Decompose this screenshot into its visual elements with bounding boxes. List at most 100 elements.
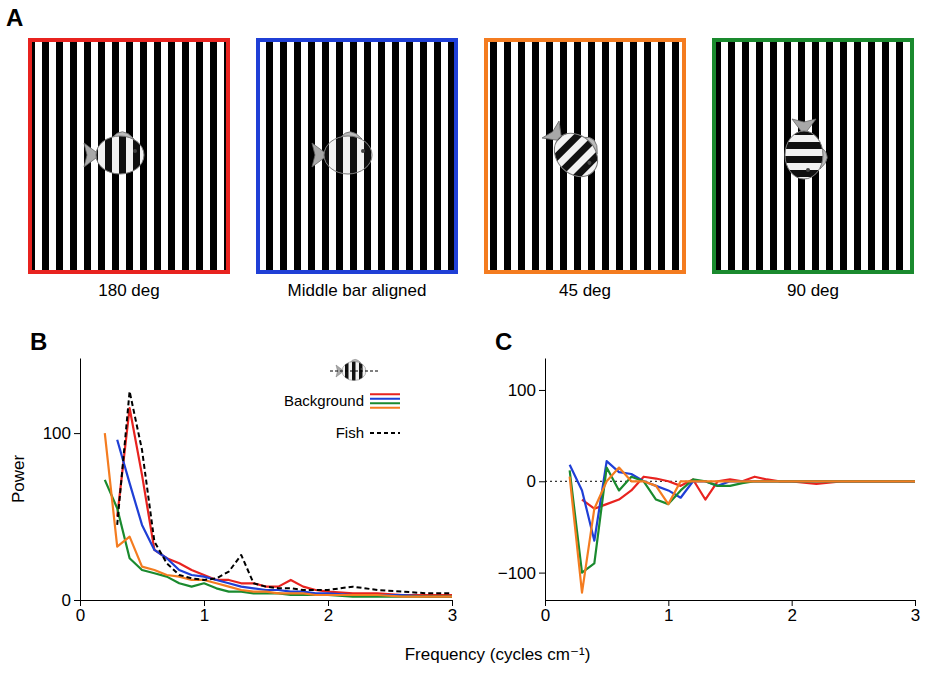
fish-outline	[546, 125, 607, 186]
x-tick: 0	[76, 600, 85, 625]
x-tick-label: 0	[76, 606, 85, 625]
y-tick: 0	[527, 472, 545, 491]
y-tick-label: 0	[527, 472, 536, 491]
plot-area	[105, 391, 452, 596]
fish-stripe	[774, 114, 834, 121]
fish-stripe	[175, 125, 182, 185]
stimulus-panel: 180 deg	[30, 40, 228, 300]
fish-stripe	[774, 156, 834, 163]
panel-border	[30, 40, 228, 272]
fish-outline	[324, 136, 372, 174]
fish-stripe	[774, 170, 834, 177]
x-axis-line	[546, 600, 916, 601]
panel-label: C	[495, 328, 512, 355]
y-tick-label: −100	[498, 564, 536, 583]
y-axis-line	[80, 359, 81, 601]
fish-stripe	[91, 125, 98, 185]
figure: A180 degMiddle bar aligned45 deg90 deg01…	[0, 0, 932, 673]
panel-caption: 45 deg	[559, 281, 611, 300]
fish-stripe	[420, 125, 427, 185]
y-tick-mark	[539, 481, 545, 482]
x-tick: 0	[541, 600, 550, 625]
fish-stripe	[394, 356, 398, 386]
fish-stripe	[63, 125, 70, 185]
fish-stripe	[189, 125, 196, 185]
series-line	[117, 440, 452, 597]
stripe-background	[30, 40, 228, 272]
fish-stripe	[308, 125, 315, 185]
panel-caption: 180 deg	[98, 281, 159, 300]
fish-stripe	[603, 182, 650, 229]
chart: 01230100BPowerBackgroundFish	[9, 328, 457, 625]
y-tick-mark	[74, 600, 80, 601]
fish-eye	[587, 160, 593, 166]
fish-stripe	[593, 172, 640, 219]
fish-outline	[96, 136, 144, 174]
legend-label: Fish	[336, 424, 364, 441]
fish-stripe	[119, 125, 126, 185]
x-tick: 1	[664, 600, 673, 625]
panel-border	[258, 40, 456, 272]
legend: BackgroundFish	[284, 356, 400, 441]
legend-swatch	[370, 393, 400, 395]
series-line	[570, 468, 915, 593]
legend-swatch	[370, 432, 400, 434]
x-axis: 0123	[541, 600, 920, 625]
chart: 0123−1000100C	[495, 328, 920, 625]
fish-stripe	[378, 125, 385, 185]
fish-stripe	[161, 125, 168, 185]
legend-icon-line	[330, 371, 380, 372]
fish-stripe	[774, 142, 834, 149]
fish-stripe	[524, 103, 571, 150]
series-line	[117, 408, 452, 595]
y-tick-mark	[74, 433, 80, 434]
legend-swatch	[370, 402, 400, 404]
y-tick: 100	[508, 381, 545, 400]
fish-icon	[514, 93, 660, 239]
fish-stripe	[133, 125, 140, 185]
y-axis: 0 100	[43, 359, 81, 610]
fish-icon	[63, 125, 210, 185]
series-line	[570, 461, 915, 540]
panel-border	[714, 40, 912, 272]
panel-caption: Middle bar aligned	[288, 281, 427, 300]
fish-stripe	[774, 184, 834, 191]
x-tick: 3	[448, 600, 457, 625]
stripe-background	[258, 40, 456, 272]
fish-outline	[785, 131, 823, 179]
fish-stripe	[573, 152, 620, 199]
fish-stripe	[364, 125, 371, 185]
series-line	[105, 480, 452, 597]
y-axis: −100 0 100	[498, 359, 546, 601]
fish-body	[546, 125, 607, 186]
y-tick-label: 100	[508, 381, 536, 400]
fish-stripe	[774, 212, 834, 219]
fish-stripe	[406, 125, 413, 185]
y-axis-line	[545, 359, 546, 601]
x-tick-label: 3	[448, 606, 457, 625]
stimulus-panel: 90 deg	[714, 40, 912, 300]
fish-stripe	[774, 100, 834, 107]
x-tick-label: 1	[200, 606, 209, 625]
panel-border	[486, 40, 684, 272]
fish-stripe	[77, 125, 84, 185]
fish-stripe	[774, 226, 834, 233]
fish-stripe	[387, 356, 391, 386]
x-axis-line	[81, 600, 453, 601]
fish-stripe	[147, 125, 154, 185]
x-tick-label: 2	[787, 606, 796, 625]
fish-stripe	[294, 125, 301, 185]
x-axis-title: Frequency (cycles cm⁻¹)	[405, 645, 591, 664]
series-line	[570, 468, 915, 573]
fish-stripe	[324, 356, 328, 386]
fish-eye	[361, 149, 365, 153]
stripe-background	[714, 40, 912, 272]
fish-icon	[774, 100, 834, 247]
fish-stripe	[774, 198, 834, 205]
y-tick-label: 0	[62, 591, 71, 610]
x-tick: 1	[200, 600, 209, 625]
y-tick: 0	[62, 591, 80, 610]
y-tick-label: 100	[43, 424, 71, 443]
fish-icon	[324, 356, 398, 386]
stripe-background	[486, 40, 684, 272]
